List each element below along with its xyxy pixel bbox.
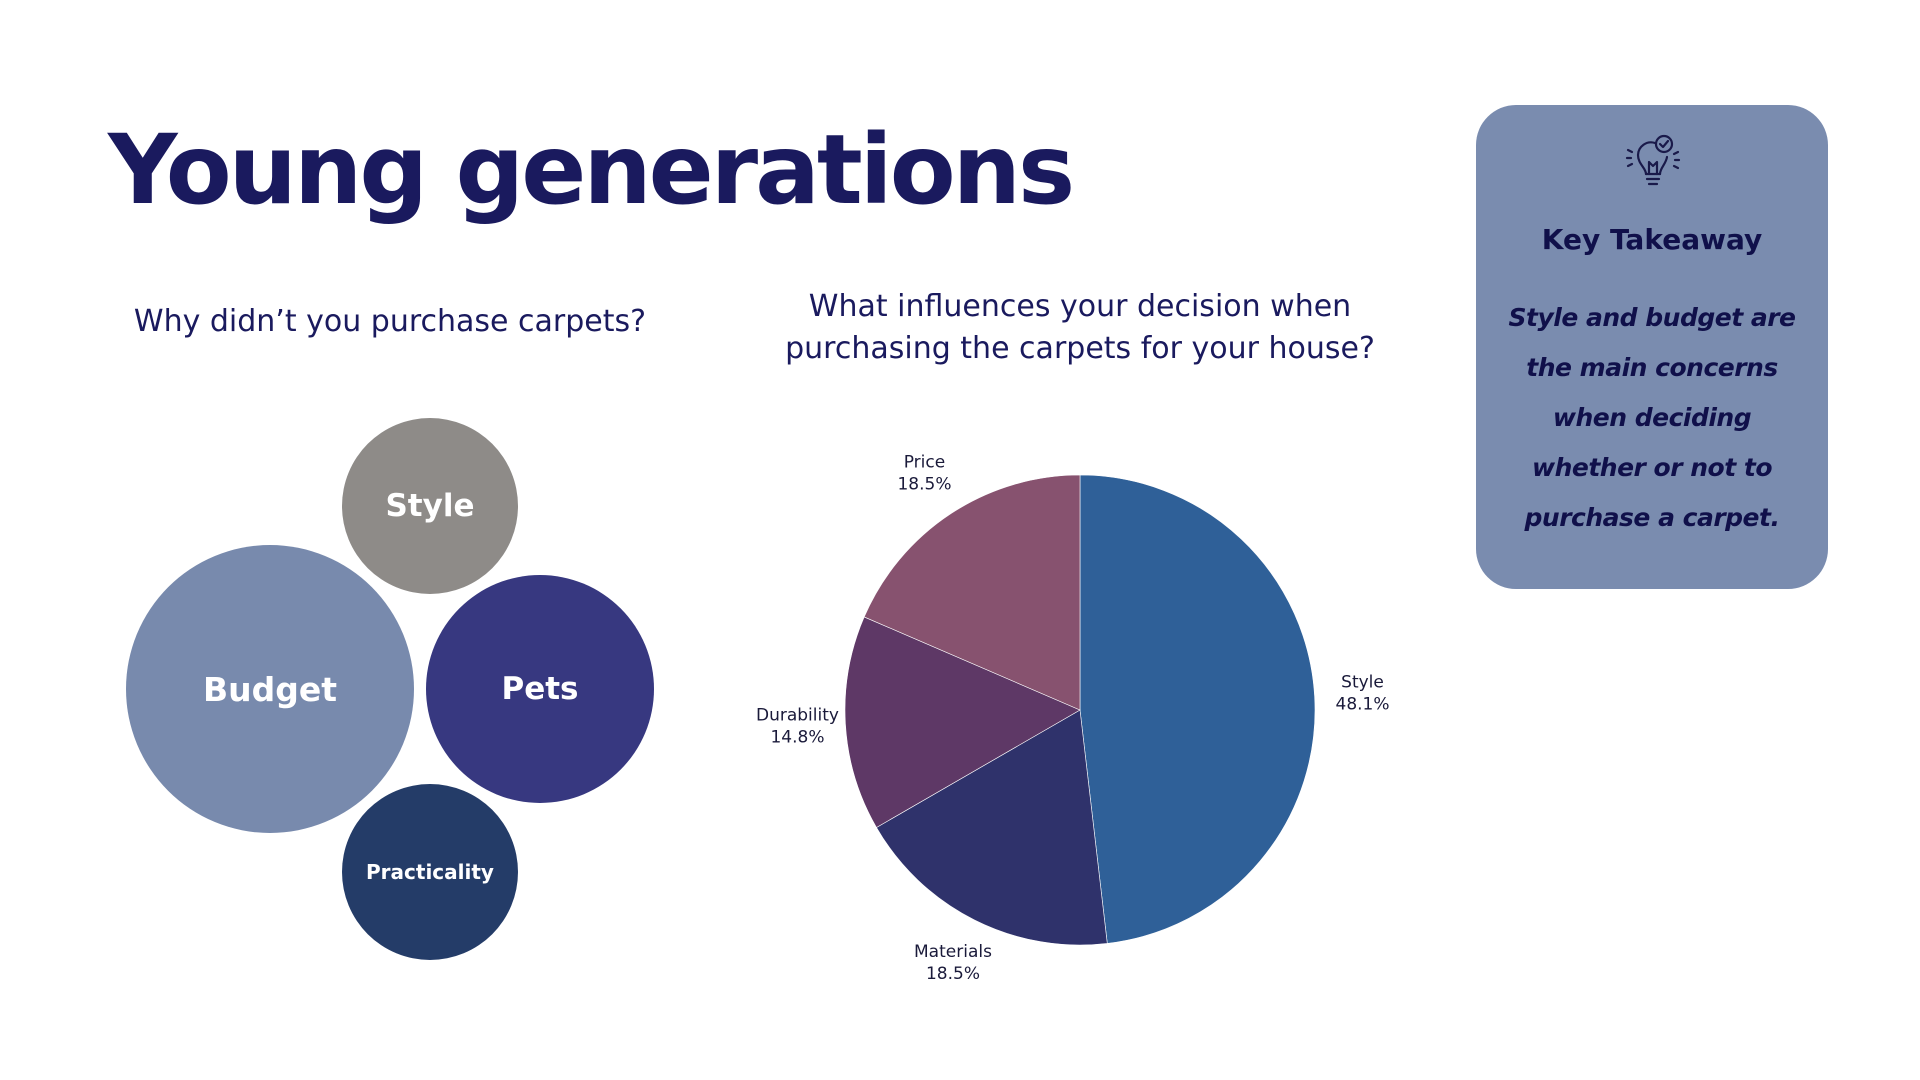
pie-value-durability: 14.8% <box>770 727 824 747</box>
bubble-label: Practicality <box>366 860 494 884</box>
bubble-pets: Pets <box>426 575 654 803</box>
pie-slice-style <box>1079 474 1316 944</box>
takeaway-title: Key Takeaway <box>1541 223 1763 256</box>
pie-chart-title: What influences your decision when purch… <box>785 289 1375 366</box>
pie-value-style: 48.1% <box>1336 695 1390 715</box>
bubble-budget: Budget <box>126 545 414 833</box>
pie-label-price: Price <box>904 453 945 473</box>
key-takeaway-card: Key Takeaway Style and budget are the ma… <box>1476 105 1828 589</box>
bubble-label: Pets <box>501 671 579 707</box>
pie-label-durability: Durability <box>756 705 839 725</box>
pie-value-materials: 18.5% <box>926 964 980 984</box>
takeaway-body: Style and budget are the main concerns w… <box>1508 303 1797 532</box>
bubble-practicality: Practicality <box>342 784 518 960</box>
bubble-label: Style <box>385 488 475 524</box>
pie-slice-materials <box>876 709 1108 946</box>
pie-label-materials: Materials <box>914 942 992 962</box>
pie-value-price: 18.5% <box>897 475 951 495</box>
left-chart-question: Why didn’t you purchase carpets? <box>133 304 647 339</box>
pie-slice-price <box>863 474 1081 711</box>
pie-chart: Style48.1%Materials18.5%Durability14.8%P… <box>756 453 1390 984</box>
bubble-style: Style <box>342 418 518 594</box>
pie-label-style: Style <box>1341 673 1384 693</box>
bubble-label: Budget <box>202 669 338 709</box>
pie-slice-durability <box>844 616 1081 828</box>
page-title: Young generations <box>108 114 1075 226</box>
lightbulb-check-icon <box>1622 130 1684 196</box>
